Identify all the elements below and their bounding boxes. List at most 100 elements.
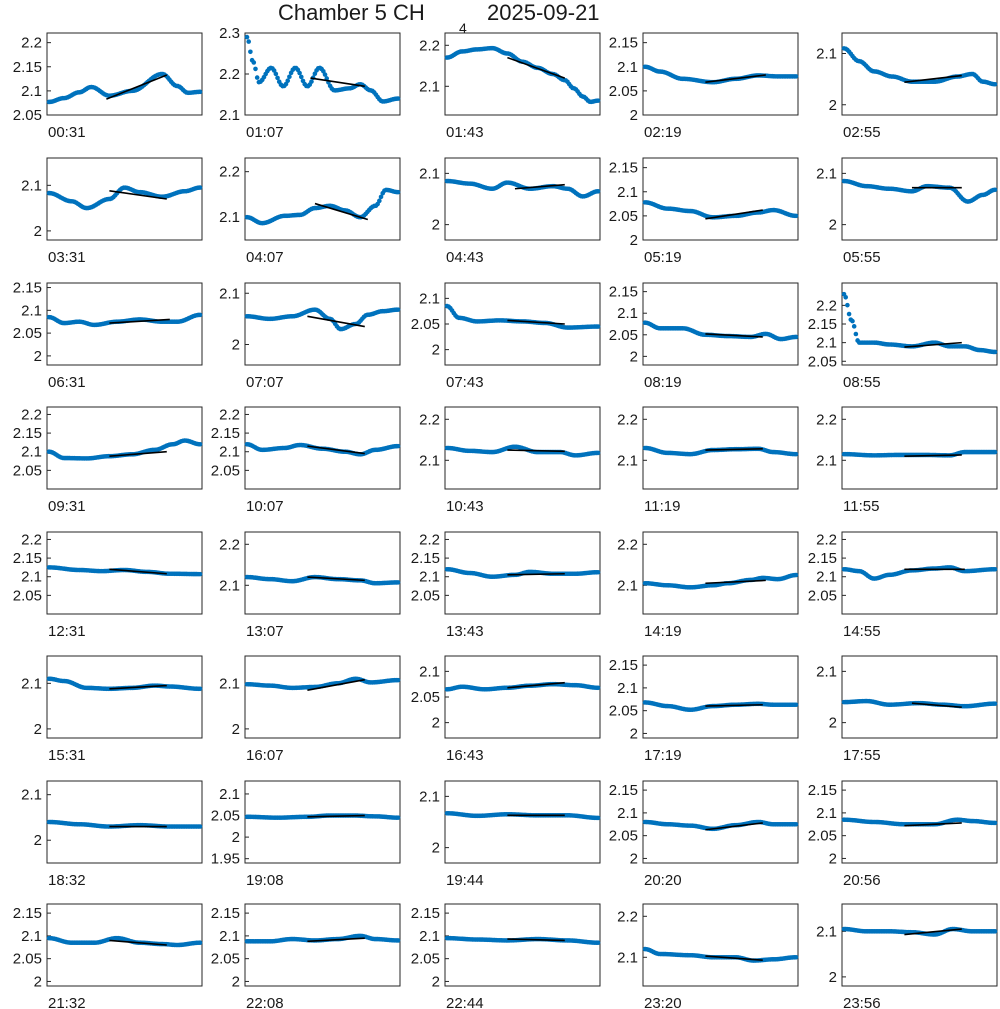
panel-time-label: 13:07 — [246, 623, 284, 640]
y-tick-label: 2.1 — [419, 78, 440, 95]
data-point — [251, 60, 257, 65]
data-point — [197, 441, 203, 447]
y-tick-label: 2.2 — [419, 37, 440, 54]
y-tick-label: 2 — [232, 337, 240, 354]
panel-time-label: 14:55 — [843, 623, 881, 640]
y-tick-label: 2.1 — [816, 663, 837, 680]
panel-0931: 2.052.1 2.15 2.2 09:31 — [13, 406, 203, 515]
data-point — [322, 72, 328, 77]
panel-frame — [244, 157, 401, 241]
fit-line — [314, 202, 369, 221]
y-tick-label: 2.3 — [219, 25, 240, 42]
y-tick-label: 2.05 — [609, 828, 638, 845]
fit-line — [106, 74, 168, 100]
panel-0443: 2 2.1 04:43 — [419, 157, 601, 266]
data-point — [395, 443, 401, 449]
panel-1755: 2 2.1 17:55 — [816, 655, 998, 764]
data-point — [395, 96, 401, 101]
y-tick-label: 2 — [432, 973, 440, 990]
y-tick-label: 2.2 — [219, 406, 240, 423]
panel-0219: 2 2.05 2.1 2.15 02:19 — [609, 32, 799, 141]
y-tick-label: 2.15 — [609, 35, 638, 52]
y-tick-label: 2.05 — [13, 107, 42, 124]
y-tick-label: 2 — [34, 973, 42, 990]
fit-line — [507, 319, 565, 325]
panel-time-label: 22:44 — [446, 995, 484, 1009]
y-tick-label: 2.05 — [13, 325, 42, 342]
y-tick-label: 2.2 — [617, 908, 638, 925]
panel-2056: 2 2.05 2.1 2.15 20:56 — [808, 780, 998, 889]
y-tick-label: 2.1 — [21, 83, 42, 100]
panel-time-label: 04:07 — [246, 249, 284, 266]
y-tick-label: 2.05 — [609, 208, 638, 225]
panel-time-label: 06:31 — [48, 374, 86, 391]
panel-time-label: 05:19 — [644, 249, 682, 266]
y-tick-label: 2.1 — [21, 177, 42, 194]
data-point — [793, 74, 799, 79]
fit-line — [507, 572, 565, 576]
panel-time-label: 02:55 — [843, 124, 881, 141]
panel-0819: 2 2.05 2.1 2.15 08:19 — [609, 282, 799, 391]
fit-line — [514, 183, 565, 190]
panel-frame — [642, 282, 799, 366]
panel-1007: 2.052.1 2.15 2.2 10:07 — [211, 406, 401, 515]
y-tick-label: 2.1 — [219, 675, 240, 692]
data-point — [845, 302, 850, 308]
y-tick-label: 2.05 — [411, 587, 440, 604]
panel-time-label: 12:31 — [48, 623, 86, 640]
data-point — [197, 571, 203, 577]
y-tick-label: 2.1 — [419, 569, 440, 586]
data-point — [395, 307, 401, 312]
data-point — [992, 349, 998, 355]
y-tick-label: 2.2 — [617, 536, 638, 553]
fit-line — [310, 77, 365, 88]
y-tick-label: 2.1 — [419, 788, 440, 805]
panel-time-label: 22:08 — [246, 995, 284, 1009]
y-tick-label: 2.2 — [816, 531, 837, 548]
y-tick-label: 2.15 — [13, 550, 42, 567]
figure-title: Chamber 5 CH — [278, 0, 425, 25]
title-subscript: 4 — [459, 20, 467, 36]
panel-2208: 2 2.05 2.1 2.15 22:08 — [211, 903, 401, 1009]
y-tick-label: 2 — [829, 217, 837, 234]
y-tick-label: 2.05 — [609, 703, 638, 720]
fit-line — [109, 190, 167, 200]
panel-frame — [444, 32, 601, 116]
panel-1343: 2.052.1 2.15 2.2 13:43 — [411, 531, 601, 640]
panel-1531: 2 2.1 15:31 — [21, 655, 203, 764]
fit-line — [507, 449, 565, 453]
y-tick-label: 2.05 — [211, 808, 240, 825]
data-point — [197, 185, 203, 190]
data-point — [287, 74, 292, 80]
panel-2320: 2.1 2.2 23:20 — [617, 903, 799, 1009]
panel-frame — [841, 655, 998, 739]
fit-line — [705, 703, 763, 707]
y-tick-label: 2.05 — [411, 316, 440, 333]
y-tick-label: 2.15 — [13, 280, 42, 297]
panel-frame — [46, 655, 203, 739]
data-point — [595, 189, 601, 194]
y-tick-label: 2 — [829, 969, 837, 986]
panel-frame — [244, 282, 401, 366]
y-tick-label: 2.05 — [13, 462, 42, 479]
y-tick-label: 2.1 — [419, 290, 440, 307]
fit-line — [507, 681, 565, 689]
y-tick-label: 2 — [232, 829, 240, 846]
y-tick-label: 2.1 — [419, 452, 440, 469]
panel-time-label: 05:55 — [843, 249, 881, 266]
data-point — [595, 98, 601, 103]
y-tick-label: 2.1 — [816, 452, 837, 469]
data-point — [992, 929, 998, 934]
y-tick-label: 2.2 — [21, 406, 42, 423]
panel-1607: 2 2.1 16:07 — [219, 655, 401, 764]
panel-1155: 2.1 2.2 11:55 — [816, 406, 998, 515]
panel-frame — [244, 531, 401, 615]
panel-time-label: 00:31 — [48, 124, 86, 141]
fit-line — [904, 822, 962, 827]
fit-line — [109, 939, 167, 946]
panel-frame — [444, 157, 601, 241]
y-tick-label: 2.15 — [609, 657, 638, 674]
panel-frame — [244, 780, 401, 864]
y-tick-label: 2.2 — [816, 297, 837, 314]
y-tick-label: 2.1 — [816, 335, 837, 352]
